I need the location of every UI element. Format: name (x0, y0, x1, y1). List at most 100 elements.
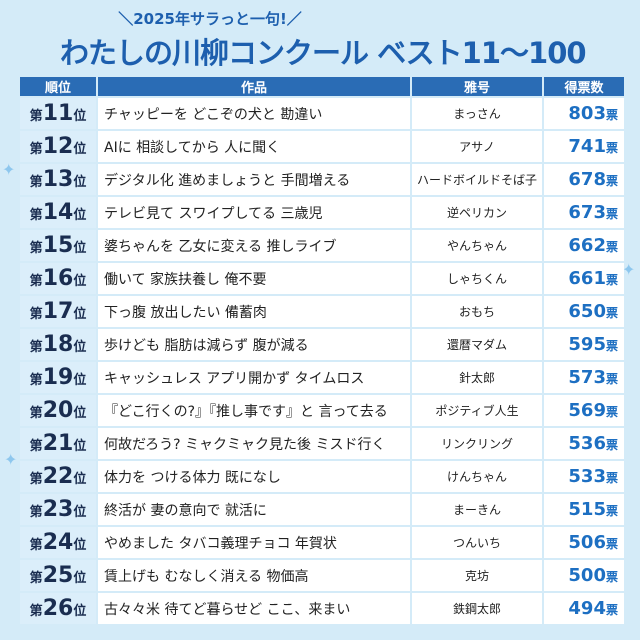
rank-suffix: 位 (73, 307, 87, 322)
poem: チャッピーを どこぞの犬と 勘違い (98, 98, 410, 129)
rank-number: 16 (42, 266, 74, 291)
rank-prefix: 第 (29, 241, 43, 256)
poem: キャッシュレス アプリ開かず タイムロス (98, 362, 410, 393)
votes-cell: 506票 (544, 527, 624, 558)
votes-cell: 650票 (544, 296, 624, 327)
column-header: 作品 (98, 77, 410, 96)
sparkle: ✦ (4, 450, 18, 469)
poem: 何故だろう? ミャクミャク見た後 ミスド行く (98, 428, 410, 459)
row: 第18位 歩けども 脂肪は減らず 腹が減る 還暦マダム 595票 (20, 329, 624, 360)
rank-prefix: 第 (29, 505, 43, 520)
vote-count: 573 (568, 367, 606, 388)
pen-name: 克坊 (412, 560, 542, 591)
vote-count: 500 (568, 565, 606, 586)
poem: 下っ腹 放出したい 備蓄肉 (98, 296, 410, 327)
poem: 婆ちゃんを 乙女に変える 推しライブ (98, 230, 410, 261)
pen-name: まっさん (412, 98, 542, 129)
vote-count: 741 (568, 136, 606, 157)
pen-name: ハードボイルドそば子 (412, 164, 542, 195)
poem: 体力を つける体力 既になし (98, 461, 410, 492)
pen-name: 逆ペリカン (412, 197, 542, 228)
pen-name: 鉄鋼太郎 (412, 593, 542, 624)
rank-prefix: 第 (29, 406, 43, 421)
rank-suffix: 位 (73, 274, 87, 289)
votes-cell: 515票 (544, 494, 624, 525)
rank-suffix: 位 (73, 439, 87, 454)
vote-count: 595 (568, 334, 606, 355)
rank-suffix: 位 (73, 571, 87, 586)
rank-prefix: 第 (29, 175, 43, 190)
rank-suffix: 位 (73, 538, 87, 553)
rank-cell: 第14位 (20, 197, 96, 228)
rank-number: 14 (42, 200, 74, 225)
pen-name: やんちゃん (412, 230, 542, 261)
vote-count: 515 (568, 499, 606, 520)
votes-cell: 678票 (544, 164, 624, 195)
pen-name: しゃちくん (412, 263, 542, 294)
row: 第26位 古々々米 待てど暮らせど ここ、来まい 鉄鋼太郎 494票 (20, 593, 624, 624)
vote-unit: 票 (605, 471, 618, 485)
poem: 『どこ行くの?』『推し事です』と 言って去る (98, 395, 410, 426)
kicker: ＼2025年サラっと一句!／ (118, 10, 302, 28)
pen-name: まーきん (412, 494, 542, 525)
rank-prefix: 第 (29, 142, 43, 157)
row: 第13位 デジタル化 進めましょうと 手間増える ハードボイルドそば子 678票 (20, 164, 624, 195)
rank-number: 22 (42, 464, 74, 489)
row: 第21位 何故だろう? ミャクミャク見た後 ミスド行く リンクリング 536票 (20, 428, 624, 459)
rank-prefix: 第 (29, 373, 43, 388)
row: 第11位 チャッピーを どこぞの犬と 勘違い まっさん 803票 (20, 98, 624, 129)
vote-unit: 票 (605, 405, 618, 419)
rank-prefix: 第 (29, 472, 43, 487)
rank-cell: 第11位 (20, 98, 96, 129)
column-header: 雅号 (412, 77, 542, 96)
votes-cell: 662票 (544, 230, 624, 261)
row: 第17位 下っ腹 放出したい 備蓄肉 おもち 650票 (20, 296, 624, 327)
votes-cell: 673票 (544, 197, 624, 228)
poem: 賃上げも むなしく消える 物価高 (98, 560, 410, 591)
vote-unit: 票 (605, 570, 618, 584)
rank-number: 11 (42, 101, 74, 126)
rank-cell: 第25位 (20, 560, 96, 591)
rank-cell: 第18位 (20, 329, 96, 360)
pen-name: けんちゃん (412, 461, 542, 492)
rank-number: 21 (42, 431, 74, 456)
rank-prefix: 第 (29, 208, 43, 223)
rank-suffix: 位 (73, 241, 87, 256)
rank-number: 17 (42, 299, 74, 324)
vote-unit: 票 (605, 603, 618, 617)
pen-name: リンクリング (412, 428, 542, 459)
vote-count: 661 (568, 268, 606, 289)
votes-cell: 803票 (544, 98, 624, 129)
rank-suffix: 位 (73, 340, 87, 355)
poem: 歩けども 脂肪は減らず 腹が減る (98, 329, 410, 360)
row: 第16位 働いて 家族扶養し 俺不要 しゃちくん 661票 (20, 263, 624, 294)
rank-cell: 第13位 (20, 164, 96, 195)
rank-cell: 第19位 (20, 362, 96, 393)
rank-prefix: 第 (29, 307, 43, 322)
vote-unit: 票 (605, 372, 618, 386)
rank-cell: 第12位 (20, 131, 96, 162)
rank-number: 23 (42, 497, 74, 522)
rank-number: 13 (42, 167, 74, 192)
vote-count: 536 (568, 433, 606, 454)
rank-prefix: 第 (29, 274, 43, 289)
pen-name: ポジティブ人生 (412, 395, 542, 426)
rank-cell: 第22位 (20, 461, 96, 492)
row: 第15位 婆ちゃんを 乙女に変える 推しライブ やんちゃん 662票 (20, 230, 624, 261)
poem: 古々々米 待てど暮らせど ここ、来まい (98, 593, 410, 624)
poem: 終活が 妻の意向で 就活に (98, 494, 410, 525)
row: 第19位 キャッシュレス アプリ開かず タイムロス 針太郎 573票 (20, 362, 624, 393)
table-body: 第11位 チャッピーを どこぞの犬と 勘違い まっさん 803票 第12位 AIに 相談し… (20, 98, 624, 624)
vote-count: 662 (568, 235, 606, 256)
rank-prefix: 第 (29, 109, 43, 124)
votes-cell: 533票 (544, 461, 624, 492)
rank-suffix: 位 (73, 604, 87, 619)
votes-cell: 661票 (544, 263, 624, 294)
votes-cell: 569票 (544, 395, 624, 426)
rank-number: 25 (42, 563, 74, 588)
rank-cell: 第24位 (20, 527, 96, 558)
row: 第23位 終活が 妻の意向で 就活に まーきん 515票 (20, 494, 624, 525)
rank-number: 18 (42, 332, 74, 357)
